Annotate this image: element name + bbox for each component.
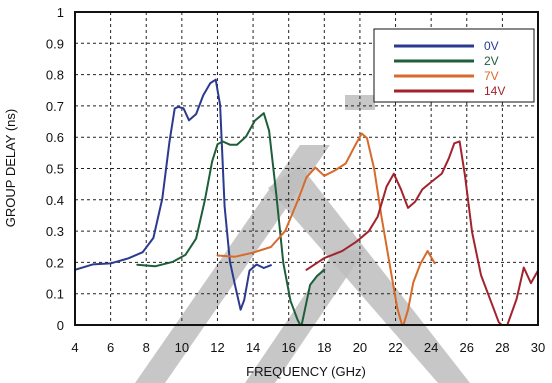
- y-tick-label: 0: [57, 318, 64, 333]
- x-tick-label: 8: [143, 340, 150, 355]
- y-tick-label: 0.6: [46, 130, 64, 145]
- y-tick-label: 0.8: [46, 68, 64, 83]
- legend-label-0v: 0V: [484, 39, 499, 53]
- y-tick-label: 0.4: [46, 193, 64, 208]
- x-tick-label: 16: [281, 340, 295, 355]
- y-tick-labels: 0 0.1 0.2 0.3 0.4 0.5 0.6 0.7 0.8 0.9 1: [46, 5, 64, 333]
- x-tick-label: 12: [210, 340, 224, 355]
- x-tick-label: 24: [424, 340, 438, 355]
- y-tick-label: 0.3: [46, 224, 64, 239]
- y-tick-label: 1: [57, 5, 64, 20]
- x-tick-labels: 4 6 8 10 12 14 16 18 20 22 24 26 28 30: [71, 340, 545, 355]
- y-tick-label: 0.2: [46, 255, 64, 270]
- x-tick-label: 4: [71, 340, 78, 355]
- x-tick-label: 6: [107, 340, 114, 355]
- x-tick-label: 14: [246, 340, 260, 355]
- y-tick-label: 0.1: [46, 287, 64, 302]
- x-tick-label: 20: [353, 340, 367, 355]
- y-axis-title: GROUP DELAY (ns): [3, 109, 18, 227]
- x-tick-label: 18: [317, 340, 331, 355]
- grid-lines: [75, 12, 538, 325]
- watermark: [135, 95, 470, 383]
- legend-label-2v: 2V: [484, 54, 499, 68]
- x-tick-label: 30: [531, 340, 545, 355]
- plot-frame: [74, 11, 539, 326]
- x-axis-title: FREQUENCY (GHz): [246, 364, 366, 379]
- y-tick-label: 0.9: [46, 36, 64, 51]
- y-tick-label: 0.7: [46, 99, 64, 114]
- x-tick-label: 28: [495, 340, 509, 355]
- series-line-0v: [75, 78, 272, 311]
- series-line-14v: [305, 140, 538, 325]
- legend-label-14v: 14V: [484, 84, 505, 98]
- legend-label-7v: 7V: [484, 69, 499, 83]
- y-tick-label: 0.5: [46, 162, 64, 177]
- series-line-7v: [216, 132, 436, 325]
- x-tick-label: 10: [175, 340, 189, 355]
- x-tick-label: 22: [388, 340, 402, 355]
- x-tick-label: 26: [460, 340, 474, 355]
